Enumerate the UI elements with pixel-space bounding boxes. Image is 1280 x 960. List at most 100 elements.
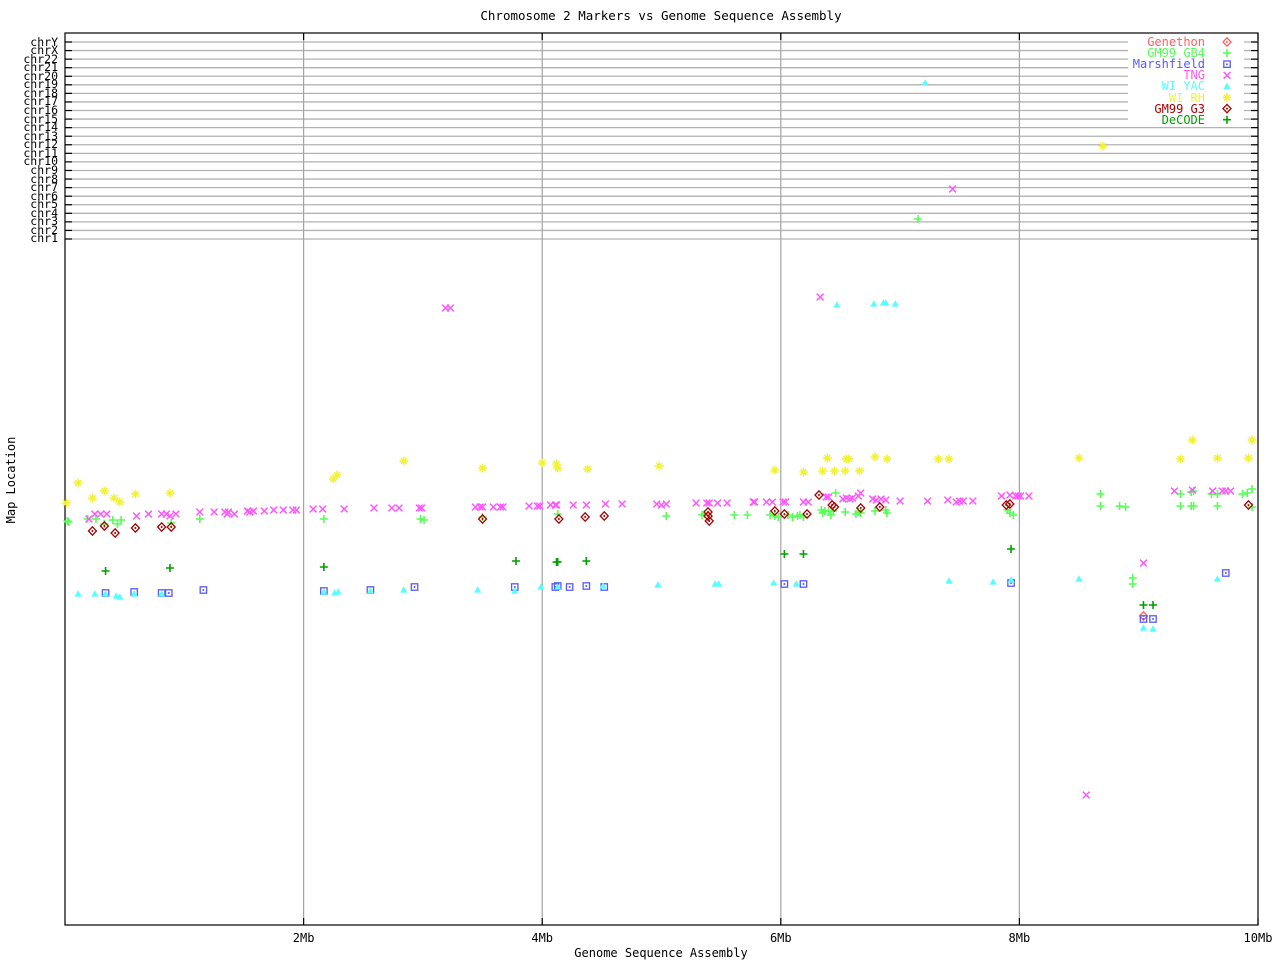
point-wi-yac bbox=[770, 579, 778, 586]
point-gm99-gb4 bbox=[195, 514, 205, 524]
point-tng bbox=[816, 292, 825, 302]
point-tng bbox=[1024, 491, 1034, 501]
y-axis-label: Map Location bbox=[4, 436, 18, 524]
point-tng bbox=[959, 496, 968, 506]
legend-background bbox=[1128, 35, 1244, 127]
point-tng bbox=[279, 505, 288, 515]
point-decode bbox=[511, 556, 521, 566]
point-wi-rh bbox=[769, 464, 780, 476]
point-wi-rh bbox=[943, 453, 955, 465]
point-wi-yac bbox=[792, 580, 800, 587]
point-wi-rh bbox=[1246, 434, 1258, 446]
y-tick-label-chr1: chr1 bbox=[30, 231, 58, 246]
point-tng bbox=[132, 511, 141, 521]
point-decode bbox=[1138, 600, 1149, 610]
point-tng bbox=[318, 504, 327, 514]
point-tng bbox=[713, 498, 722, 508]
point-tng bbox=[768, 497, 777, 507]
point-tng bbox=[171, 509, 181, 519]
point-marshfield bbox=[199, 586, 208, 594]
point-gm99-g3 bbox=[599, 511, 609, 521]
legend-label-genethon: Genethon bbox=[1147, 35, 1205, 49]
y-tick-label-chr14: chr14 bbox=[23, 120, 58, 135]
point-tng bbox=[750, 497, 759, 507]
point-decode bbox=[319, 562, 329, 572]
point-wi-yac bbox=[654, 581, 662, 588]
point-gm99-gb4 bbox=[1127, 579, 1138, 589]
point-wi-yac bbox=[91, 590, 99, 597]
point-tng bbox=[524, 501, 534, 511]
point-wi-rh bbox=[1243, 452, 1254, 464]
point-gm99-g3 bbox=[580, 512, 590, 522]
point-wi-yac bbox=[989, 578, 997, 585]
point-decode bbox=[779, 549, 790, 559]
point-gm99-gb4 bbox=[1242, 488, 1253, 498]
point-tng bbox=[340, 504, 349, 514]
legend-label-wi-rh: WI RH bbox=[1168, 90, 1205, 105]
point-tng bbox=[1170, 486, 1179, 496]
point-marshfield bbox=[1221, 569, 1230, 577]
point-wi-rh bbox=[114, 496, 126, 508]
point-gm99-gb4 bbox=[1095, 501, 1106, 511]
y-tick-label-chr17: chr17 bbox=[23, 94, 58, 109]
point-wi-rh bbox=[869, 451, 881, 463]
point-wi-yac bbox=[320, 588, 328, 595]
point-gm99-g3 bbox=[110, 528, 120, 538]
point-tng bbox=[288, 505, 298, 515]
point-wi-rh bbox=[1212, 452, 1223, 464]
x-axis-label: Genome Sequence Assembly bbox=[574, 946, 748, 960]
point-tng bbox=[762, 497, 771, 507]
y-tick-label-chr19: chr19 bbox=[23, 77, 58, 92]
point-wi-rh bbox=[881, 453, 893, 465]
point-tng bbox=[102, 509, 111, 519]
point-marshfield bbox=[799, 580, 808, 588]
point-wi-yac bbox=[1075, 575, 1083, 582]
point-tng bbox=[948, 184, 957, 194]
point-wi-yac bbox=[158, 590, 166, 597]
y-tick-label-chr20: chr20 bbox=[23, 68, 58, 83]
chart-title: Chromosome 2 Markers vs Genome Sequence … bbox=[480, 8, 842, 23]
point-decode bbox=[165, 563, 175, 573]
point-wi-yac bbox=[366, 587, 375, 594]
point-wi-yac bbox=[870, 300, 878, 307]
point-wi-rh bbox=[537, 457, 548, 469]
point-wi-yac bbox=[921, 79, 929, 86]
point-wi-yac bbox=[474, 586, 482, 593]
point-gm99-gb4 bbox=[830, 488, 841, 498]
point-tng bbox=[691, 498, 701, 508]
point-tng bbox=[260, 506, 269, 516]
point-wi-rh bbox=[108, 492, 120, 504]
point-gm99-gb4 bbox=[1237, 489, 1248, 499]
point-wi-rh bbox=[164, 487, 176, 499]
legend-label-gm99-g3: GM99 G3 bbox=[1154, 101, 1205, 116]
point-tng bbox=[292, 505, 301, 515]
point-gm99-gb4 bbox=[319, 514, 329, 524]
point-decode bbox=[552, 557, 563, 567]
point-gm99-gb4 bbox=[1095, 489, 1106, 499]
chromosome-lines bbox=[65, 41, 1258, 240]
point-tng bbox=[617, 499, 627, 509]
point-gm99-gb4 bbox=[742, 510, 753, 520]
point-tng bbox=[552, 500, 561, 510]
legend-label-marshfield: Marshfield bbox=[1132, 57, 1205, 72]
point-gm99-gb4 bbox=[1120, 502, 1131, 512]
point-wi-rh bbox=[798, 466, 809, 478]
y-tick-label-chr13: chr13 bbox=[23, 128, 58, 143]
point-tng bbox=[997, 491, 1006, 501]
point-wi-rh bbox=[840, 465, 851, 477]
point-wi-yac bbox=[945, 577, 953, 584]
point-wi-rh bbox=[829, 465, 840, 477]
point-gm99-g3 bbox=[156, 522, 167, 532]
point-tng bbox=[394, 503, 404, 513]
point-wi-yac bbox=[891, 300, 899, 307]
y-tick-label-chr9: chr9 bbox=[30, 162, 58, 177]
point-wi-rh bbox=[653, 460, 665, 472]
point-wi-rh bbox=[72, 477, 84, 489]
point-tng bbox=[387, 503, 397, 513]
y-tick-label-chr11: chr11 bbox=[23, 145, 58, 160]
point-tng bbox=[230, 509, 239, 519]
y-tick-label-chr6: chr6 bbox=[30, 188, 58, 203]
point-tng bbox=[90, 509, 99, 519]
point-wi-yac bbox=[1139, 624, 1148, 631]
